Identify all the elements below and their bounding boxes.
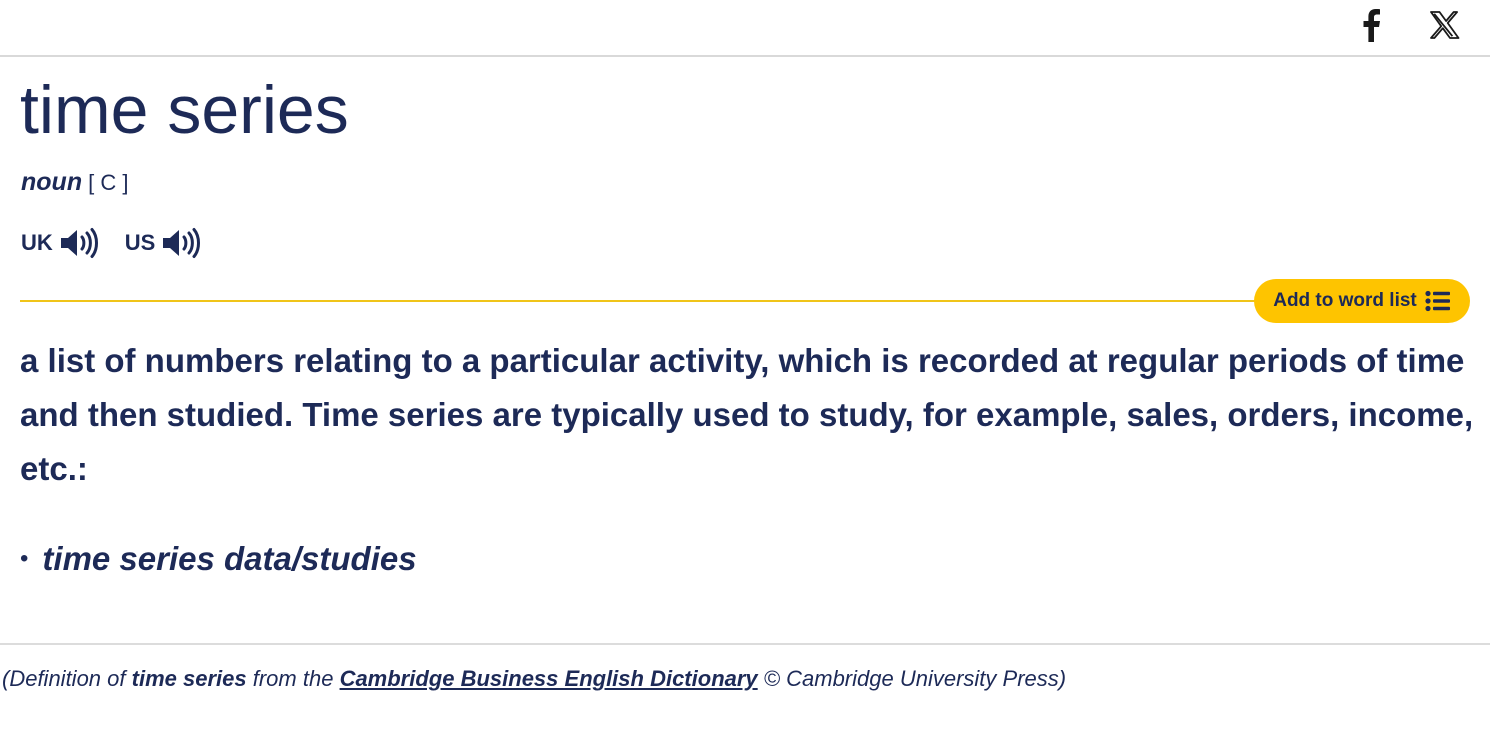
x-twitter-icon [1430,11,1460,39]
speaker-icon [60,228,98,258]
pronunciation-row: UK US [21,226,227,260]
citation-prefix: (Definition of [2,666,126,691]
citation-middle: from the [252,666,334,691]
section-divider [20,300,1260,302]
citation-suffix: © Cambridge University Press) [763,666,1067,691]
facebook-icon [1363,9,1380,42]
bottom-divider [0,643,1490,645]
facebook-share-button[interactable] [1356,8,1386,42]
pronunciation-us: US [125,226,202,260]
add-to-word-list-label: Add to word list [1273,290,1417,311]
top-bar [0,0,1490,57]
example-bullet: • [20,545,29,572]
share-buttons [1356,8,1460,42]
definition-text: a list of numbers relating to a particul… [20,342,1474,487]
headword: time series [20,72,349,148]
list-icon [1425,290,1450,312]
add-to-word-list-button[interactable]: Add to word list [1254,279,1470,323]
part-of-speech-row: noun[ C ] [21,166,128,199]
example-sentence: • time series data/studies [20,536,417,582]
example-text: time series data/studies [42,540,417,577]
speaker-icon [163,228,201,258]
audio-us-button[interactable] [161,226,201,260]
region-label-uk: UK [21,230,53,255]
region-label-us: US [124,230,156,255]
part-of-speech: noun [21,168,83,196]
grammar-code: [ C ] [88,170,129,195]
pronunciation-uk: UK [21,226,99,260]
x-share-button[interactable] [1430,8,1460,42]
citation-term: time series [131,666,247,691]
audio-uk-button[interactable] [59,226,99,260]
dictionary-link[interactable]: Cambridge Business English Dictionary [339,666,758,691]
source-citation: (Definition of time series from the Camb… [2,664,1066,694]
